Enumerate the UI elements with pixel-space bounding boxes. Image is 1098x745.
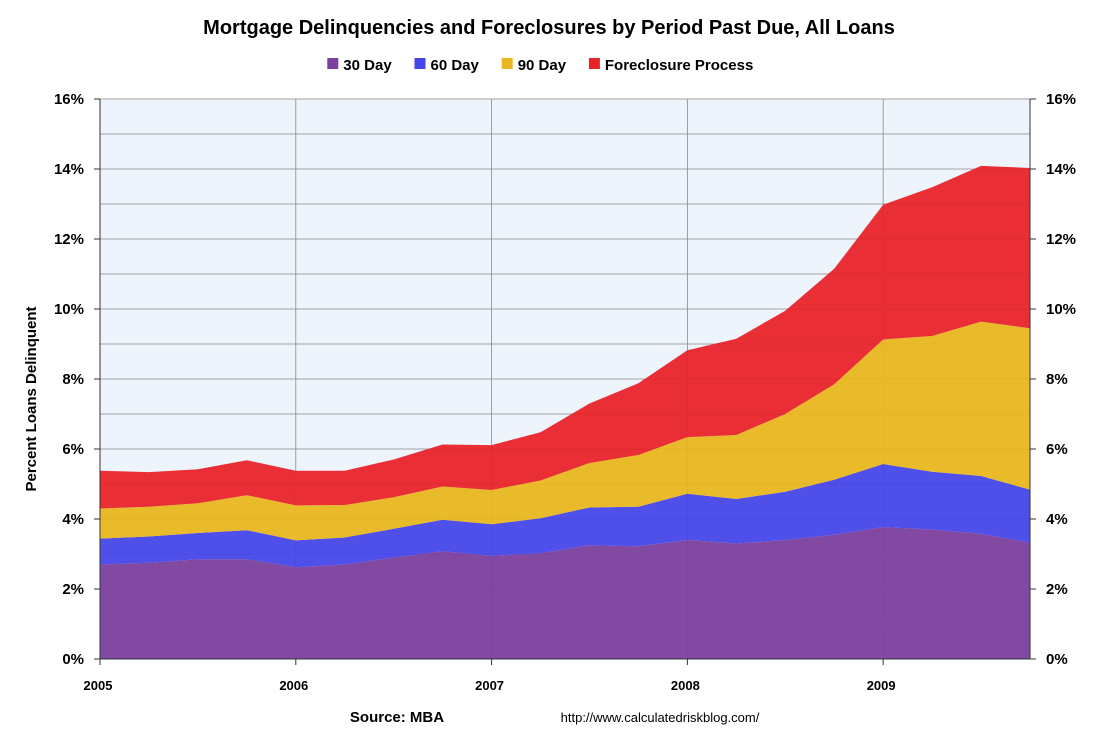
chart-title: Mortgage Delinquencies and Foreclosures …	[203, 17, 895, 39]
y-axis-left: 0% 2% 4% 6% 8% 10% 12% 14% 16%	[54, 91, 100, 668]
y-tick-label-right: 10%	[1046, 301, 1076, 318]
y-tick-label-left: 16%	[54, 91, 84, 108]
y-tick-label-right: 8%	[1046, 371, 1068, 388]
legend-label: Foreclosure Process	[605, 57, 753, 74]
y-axis-right: 0% 2% 4% 6% 8% 10% 12% 14% 16%	[1030, 91, 1076, 668]
area-series	[100, 165, 1030, 659]
y-axis-label: Percent Loans Delinquent	[23, 306, 40, 491]
y-tick-label-right: 4%	[1046, 511, 1068, 528]
x-tick-label: 2006	[279, 678, 308, 693]
y-tick-label-right: 16%	[1046, 91, 1076, 108]
y-tick-label-left: 0%	[62, 651, 84, 668]
x-tick-label: 2007	[475, 678, 504, 693]
area-series-60-day	[100, 464, 1030, 568]
area-series-90-day	[100, 321, 1030, 541]
legend-swatch	[501, 58, 513, 69]
y-tick-label-right: 0%	[1046, 651, 1068, 668]
source-label: Source: MBA	[350, 709, 444, 726]
y-tick-label-left: 12%	[54, 231, 84, 248]
y-tick-label-left: 10%	[54, 301, 84, 318]
area-series-foreclosure-process	[100, 165, 1030, 509]
y-tick-label-right: 12%	[1046, 231, 1076, 248]
x-axis: 2005 2006 2007 2008 2009	[84, 659, 896, 693]
legend: 30 Day 60 Day 90 Day Foreclosure Process	[327, 57, 753, 74]
y-tick-label-left: 8%	[62, 371, 84, 388]
y-tick-label-left: 14%	[54, 161, 84, 178]
y-tick-label-left: 4%	[62, 511, 84, 528]
y-tick-label-right: 2%	[1046, 581, 1068, 598]
y-tick-label-right: 6%	[1046, 441, 1068, 458]
y-tick-label-left: 2%	[62, 581, 84, 598]
legend-swatch	[588, 58, 600, 69]
x-tick-label: 2005	[84, 678, 113, 693]
legend-label: 90 Day	[518, 57, 567, 74]
legend-swatch	[414, 58, 426, 69]
y-tick-label-left: 6%	[62, 441, 84, 458]
area-series-30-day	[100, 527, 1030, 659]
x-tick-label: 2009	[867, 678, 896, 693]
legend-label: 30 Day	[343, 57, 392, 74]
y-tick-label-right: 14%	[1046, 161, 1076, 178]
x-tick-label: 2008	[671, 678, 700, 693]
legend-label: 60 Day	[431, 57, 480, 74]
legend-swatch	[327, 58, 339, 69]
source-url: http://www.calculatedriskblog.com/	[561, 710, 760, 725]
